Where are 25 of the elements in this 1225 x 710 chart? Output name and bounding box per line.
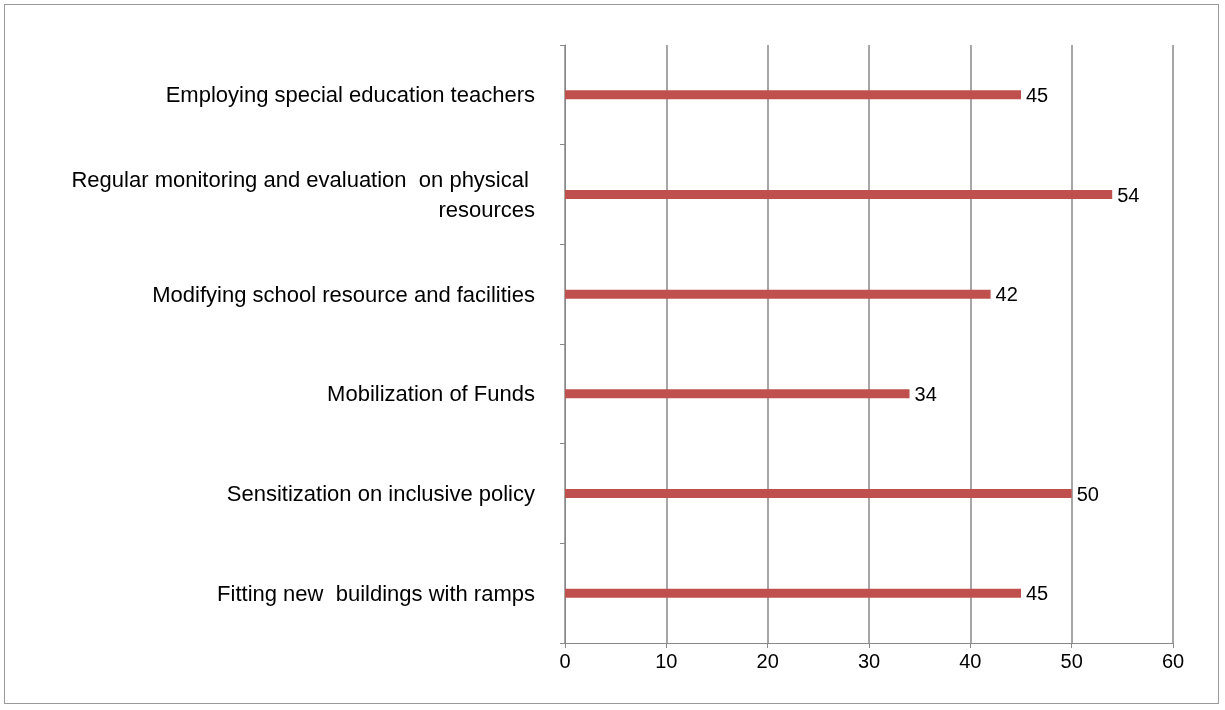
data-label: 45 [1026, 83, 1049, 106]
bar [565, 90, 1021, 100]
y-tick-label: Modifying school resource and facilities [152, 281, 535, 307]
y-tick-label: Regular monitoring and evaluation on physical resources [71, 167, 535, 222]
y-tick-label: Fitting new buildings with ramps [217, 580, 535, 606]
bar [565, 289, 991, 299]
data-label: 45 [1026, 582, 1049, 605]
data-label: 34 [914, 382, 937, 405]
x-tick-label: 0 [559, 650, 571, 672]
bar [565, 389, 910, 399]
y-tick-label: Mobilization of Funds [327, 381, 535, 407]
y-tick-label: Sensitization on inclusive policy [226, 481, 535, 506]
data-label: 50 [1076, 482, 1099, 505]
x-tick-label: 20 [756, 650, 779, 672]
bar [565, 489, 1072, 498]
x-tick-label: 50 [1060, 650, 1083, 672]
data-label: 54 [1117, 183, 1140, 206]
y-tick-label: Employing special education teachers [165, 82, 535, 108]
data-label: 42 [995, 283, 1018, 306]
x-tick-label: 60 [1161, 650, 1185, 672]
bar [565, 588, 1021, 598]
x-tick-label: 10 [655, 650, 678, 672]
x-tick-label: 30 [857, 650, 881, 672]
x-tick-label: 40 [959, 650, 982, 672]
bar [565, 190, 1113, 199]
